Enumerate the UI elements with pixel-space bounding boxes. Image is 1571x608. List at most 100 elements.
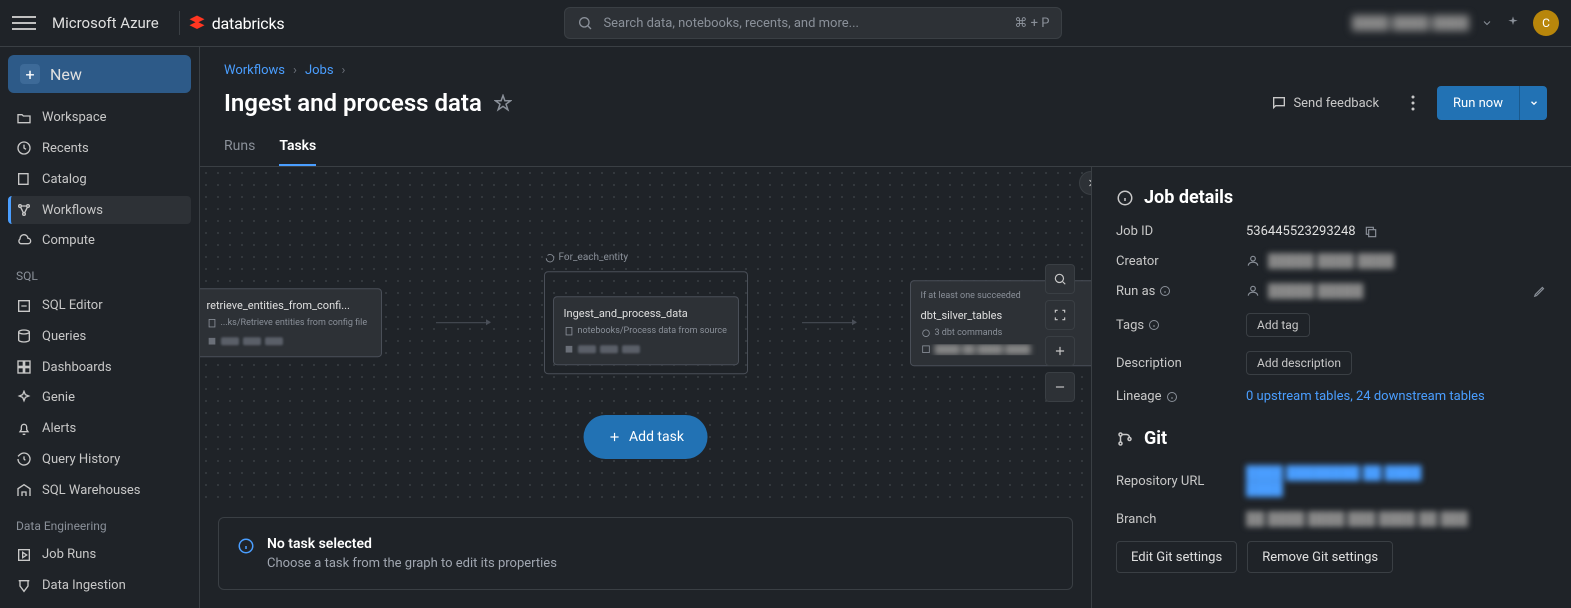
notebook-icon bbox=[207, 318, 217, 328]
sidebar-item-compute[interactable]: Compute bbox=[8, 226, 191, 255]
cluster-icon bbox=[921, 344, 931, 354]
star-icon[interactable] bbox=[494, 94, 512, 112]
clock-icon bbox=[16, 140, 32, 156]
databricks-icon bbox=[188, 14, 206, 32]
sidebar-item-job-runs[interactable]: Job Runs bbox=[8, 541, 191, 570]
sidebar-item-sql-warehouses[interactable]: SQL Warehouses bbox=[8, 476, 191, 505]
repo-url-value[interactable]: ████ ████████ ██ ████ ████ bbox=[1246, 465, 1547, 497]
feedback-icon bbox=[1271, 95, 1287, 111]
new-button[interactable]: + New bbox=[8, 55, 191, 93]
run-now-button[interactable]: Run now bbox=[1437, 86, 1519, 120]
run-as-value: █████ █████ bbox=[1268, 283, 1363, 299]
plus-icon bbox=[607, 430, 621, 444]
edit-git-button[interactable]: Edit Git settings bbox=[1116, 541, 1237, 573]
loop-icon bbox=[545, 253, 555, 263]
breadcrumb-workflows[interactable]: Workflows bbox=[224, 63, 285, 78]
tabs: Runs Tasks bbox=[224, 128, 1547, 166]
chevron-down-icon[interactable] bbox=[1481, 17, 1493, 29]
detail-panel-toggle[interactable] bbox=[1079, 171, 1091, 195]
add-tag-button[interactable]: Add tag bbox=[1246, 313, 1310, 337]
tab-runs[interactable]: Runs bbox=[224, 128, 255, 166]
no-sel-title: No task selected bbox=[267, 536, 557, 552]
zoom-out-button[interactable] bbox=[1045, 372, 1075, 402]
logo-text: databricks bbox=[212, 14, 285, 33]
sidebar-item-workspace[interactable]: Workspace bbox=[8, 103, 191, 132]
hamburger-icon[interactable] bbox=[12, 11, 36, 35]
cluster-icon bbox=[564, 344, 574, 354]
divider bbox=[179, 11, 180, 35]
run-now-dropdown[interactable] bbox=[1519, 86, 1547, 120]
breadcrumb-jobs[interactable]: Jobs bbox=[305, 63, 334, 78]
lineage-link[interactable]: 0 upstream tables, 24 downstream tables bbox=[1246, 389, 1547, 404]
for-each-label: For_each_entity bbox=[545, 252, 629, 263]
content-area: Workflows › Jobs › Ingest and process da… bbox=[200, 47, 1571, 608]
sidebar-item-query-history[interactable]: Query History bbox=[8, 445, 191, 474]
sidebar-item-recents[interactable]: Recents bbox=[8, 134, 191, 163]
book-icon bbox=[16, 171, 32, 187]
task-card-retrieve-entities[interactable]: retrieve_entities_from_confi... ...ks/Re… bbox=[200, 288, 382, 357]
avatar[interactable]: C bbox=[1533, 10, 1559, 36]
top-right-actions: ████ ████ ████ C bbox=[1352, 10, 1559, 36]
label-description: Description bbox=[1116, 356, 1246, 371]
sidebar-item-workflows[interactable]: Workflows bbox=[8, 196, 191, 225]
edge bbox=[802, 322, 856, 323]
databricks-logo[interactable]: databricks bbox=[188, 14, 285, 33]
edit-icon[interactable] bbox=[1533, 284, 1547, 298]
dashboard-icon bbox=[16, 359, 32, 375]
sparkle-icon[interactable] bbox=[1505, 15, 1521, 31]
graph-canvas[interactable]: retrieve_entities_from_confi... ...ks/Re… bbox=[200, 167, 1091, 499]
search-placeholder: Search data, notebooks, recents, and mor… bbox=[603, 16, 1004, 31]
sidebar: + New Workspace Recents Catalog Workflow… bbox=[0, 47, 200, 608]
bell-icon bbox=[16, 421, 32, 437]
search-graph-button[interactable] bbox=[1045, 264, 1075, 294]
sidebar-item-data-ingestion[interactable]: Data Ingestion bbox=[8, 571, 191, 600]
sidebar-item-genie[interactable]: Genie bbox=[8, 383, 191, 412]
top-bar: Microsoft Azure databricks Search data, … bbox=[0, 0, 1571, 47]
user-icon bbox=[1246, 254, 1260, 268]
zoom-in-button[interactable] bbox=[1045, 336, 1075, 366]
add-description-button[interactable]: Add description bbox=[1246, 351, 1352, 375]
workflow-icon bbox=[16, 202, 32, 218]
task-card-ingest-process[interactable]: Ingest_and_process_data notebooks/Proces… bbox=[553, 296, 739, 365]
git-icon bbox=[1116, 430, 1134, 448]
chevron-right-icon: › bbox=[342, 63, 346, 78]
label-tags: Tags bbox=[1116, 318, 1246, 333]
graph-canvas-wrap: retrieve_entities_from_confi... ...ks/Re… bbox=[200, 167, 1091, 608]
notebook-icon bbox=[564, 326, 574, 336]
tab-tasks[interactable]: Tasks bbox=[279, 128, 316, 166]
label-creator: Creator bbox=[1116, 254, 1246, 269]
cluster-icon bbox=[207, 336, 217, 346]
chevron-down-icon bbox=[1529, 98, 1539, 108]
brand-name: Microsoft Azure bbox=[52, 14, 159, 32]
edit-icon bbox=[16, 298, 32, 314]
canvas-tools bbox=[1045, 264, 1075, 402]
info-icon[interactable] bbox=[1166, 391, 1178, 403]
search-icon bbox=[577, 15, 593, 31]
sidebar-item-sql-editor[interactable]: SQL Editor bbox=[8, 291, 191, 320]
sidebar-item-dashboards[interactable]: Dashboards bbox=[8, 353, 191, 382]
sidebar-item-catalog[interactable]: Catalog bbox=[8, 165, 191, 194]
global-search[interactable]: Search data, notebooks, recents, and mor… bbox=[564, 7, 1062, 39]
runs-icon bbox=[16, 547, 32, 563]
sidebar-section-sql: SQL bbox=[8, 257, 191, 289]
detail-panel: Job details Job ID 536445523293248 Creat… bbox=[1091, 167, 1571, 608]
sidebar-item-alerts[interactable]: Alerts bbox=[8, 414, 191, 443]
fullscreen-icon bbox=[1053, 308, 1067, 322]
info-icon[interactable] bbox=[1159, 285, 1171, 297]
send-feedback-button[interactable]: Send feedback bbox=[1261, 89, 1389, 117]
label-branch: Branch bbox=[1116, 512, 1246, 527]
fullscreen-button[interactable] bbox=[1045, 300, 1075, 330]
add-task-button[interactable]: Add task bbox=[583, 415, 708, 459]
sidebar-item-queries[interactable]: Queries bbox=[8, 322, 191, 351]
header-blurred-text: ████ ████ ████ bbox=[1352, 15, 1469, 31]
folder-icon bbox=[16, 110, 32, 126]
info-icon[interactable] bbox=[1148, 319, 1160, 331]
label-repo-url: Repository URL bbox=[1116, 474, 1246, 489]
plus-icon bbox=[1053, 344, 1067, 358]
kebab-menu[interactable] bbox=[1397, 87, 1429, 119]
dbt-icon bbox=[921, 328, 931, 338]
panel-title-job-details: Job details bbox=[1144, 187, 1233, 208]
copy-icon[interactable] bbox=[1364, 225, 1378, 239]
cloud-icon bbox=[16, 233, 32, 249]
remove-git-button[interactable]: Remove Git settings bbox=[1247, 541, 1393, 573]
